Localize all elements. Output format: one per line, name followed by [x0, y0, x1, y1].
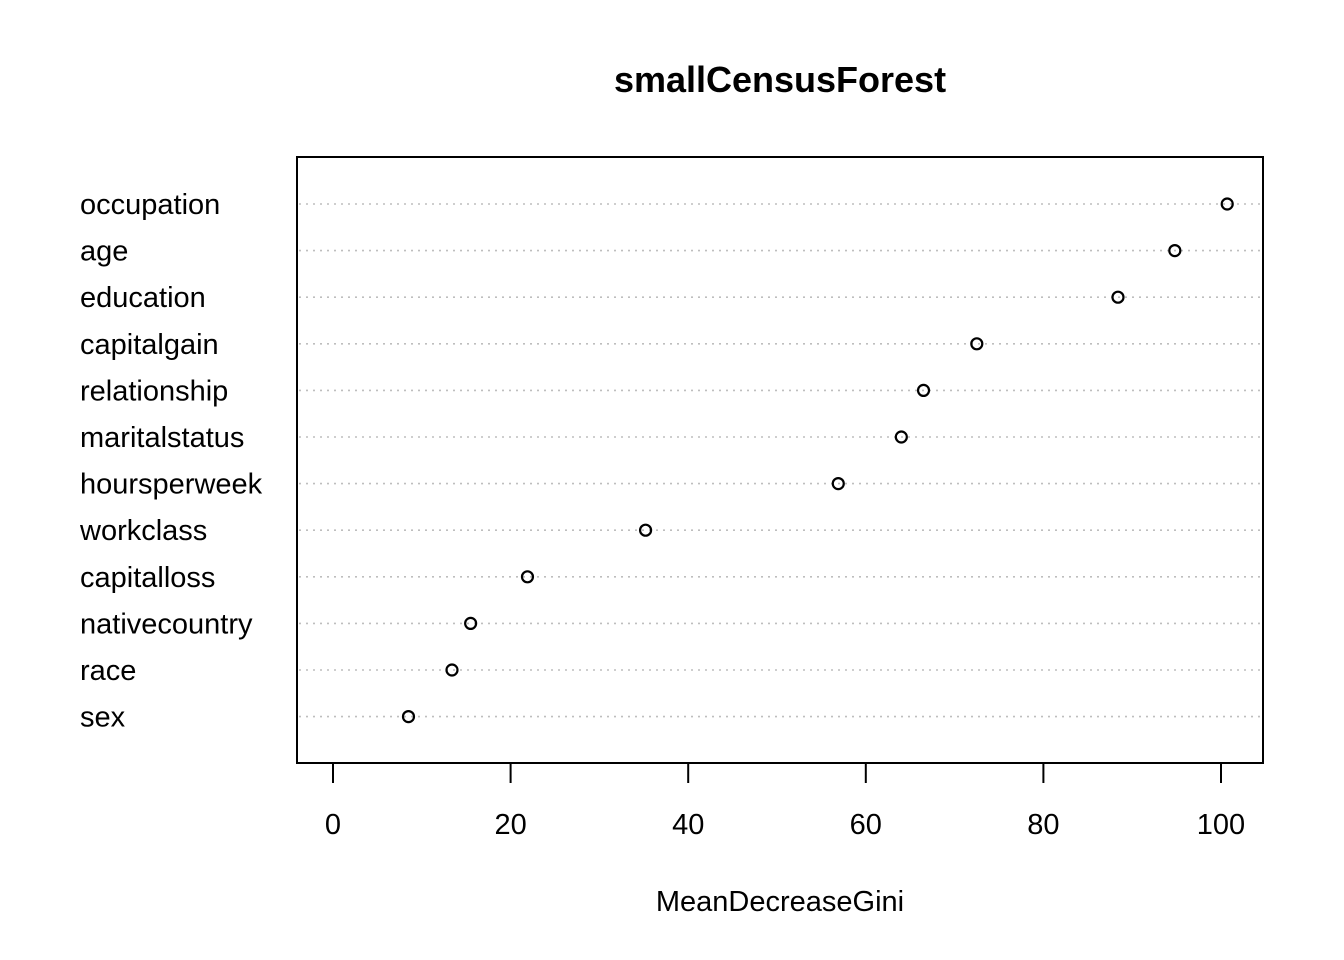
data-point-nativecountry	[464, 616, 478, 631]
category-label-capitalloss: capitalloss	[80, 562, 215, 594]
category-label-age: age	[80, 236, 128, 268]
data-point-workclass	[638, 523, 653, 537]
chart-title: smallCensusForest	[614, 59, 946, 100]
category-label-education: education	[80, 282, 206, 314]
x-tick-label-0: 0	[325, 809, 341, 841]
guide-lines	[299, 203, 1261, 718]
x-tick-label-100: 100	[1197, 809, 1245, 841]
x-tick-label-60: 60	[850, 809, 882, 841]
data-point-relationship	[916, 383, 931, 397]
category-label-maritalstatus: maritalstatus	[80, 422, 244, 454]
x-tick-label-20: 20	[494, 809, 526, 841]
category-label-race: race	[80, 655, 136, 687]
data-point-sex	[401, 709, 416, 724]
data-point-capitalloss	[520, 570, 535, 584]
data-points	[401, 197, 1234, 724]
category-label-workclass: workclass	[79, 515, 207, 547]
category-label-hoursperweek: hoursperweek	[80, 469, 263, 501]
category-labels: occupation age education capitalgain relatio…	[79, 189, 263, 734]
data-point-capitalgain	[970, 337, 984, 351]
data-point-race	[445, 663, 459, 677]
data-point-education	[1111, 290, 1125, 304]
category-label-capitalgain: capitalgain	[80, 329, 219, 361]
plot-frame	[296, 156, 1264, 764]
x-tick-label-40: 40	[672, 809, 704, 841]
category-label-relationship: relationship	[80, 375, 228, 407]
category-label-occupation: occupation	[80, 189, 220, 221]
x-axis: 0 20 40 60 80 100	[325, 762, 1245, 841]
data-point-age	[1168, 244, 1182, 258]
data-point-hoursperweek	[831, 477, 845, 491]
x-axis-label: MeanDecreaseGini	[656, 886, 904, 918]
x-tick-label-80: 80	[1027, 809, 1059, 841]
data-point-occupation	[1220, 197, 1234, 211]
category-label-nativecountry: nativecountry	[80, 608, 253, 640]
data-point-maritalstatus	[894, 430, 908, 444]
category-label-sex: sex	[80, 702, 126, 734]
